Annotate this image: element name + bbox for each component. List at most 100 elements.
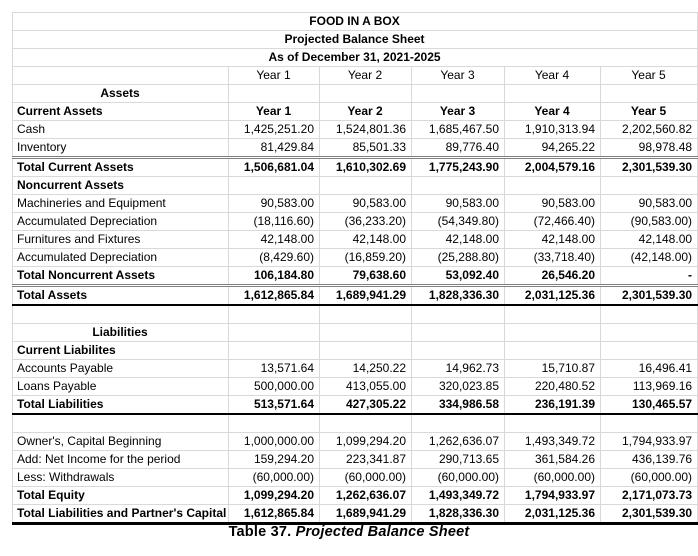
cell-year-2: 1,524,801.36 — [319, 120, 412, 139]
cell-year-1: 1,612,865.84 — [228, 504, 320, 525]
cell-year-1: 1,612,865.84 — [228, 284, 320, 306]
cell-year-4 — [504, 323, 601, 342]
cell-year-3 — [411, 176, 505, 195]
cell-year-4: 2,031,125.36 — [504, 504, 601, 525]
row-label: Add: Net Income for the period — [12, 450, 229, 469]
cell-year-1: 500,000.00 — [228, 377, 320, 396]
row-label: Total Liabilities — [12, 395, 229, 415]
row-label: Current Liabilites — [12, 341, 229, 360]
cell-year-3: 290,713.65 — [411, 450, 505, 469]
cell-year-4: Year 4 — [504, 102, 601, 121]
row-label: Total Assets — [12, 284, 229, 306]
cell-year-5 — [599, 323, 698, 342]
sheet-title-1: FOOD IN A BOX — [11, 12, 698, 31]
cell-year-4 — [504, 304, 601, 324]
cell-year-1 — [228, 413, 320, 433]
cell-year-5: 16,496.41 — [599, 359, 698, 378]
table-row: Less: Withdrawals (60,000.00) (60,000.00)(… — [12, 468, 698, 487]
row-label: Cash — [12, 120, 229, 139]
cell-year-3: 90,583.00 — [411, 194, 505, 213]
cell-year-5 — [599, 84, 698, 103]
cell-year-3: 1,493,349.72 — [411, 486, 505, 505]
cell-year-3: 14,962.73 — [411, 359, 505, 378]
cell-year-2: (16,859.20) — [319, 248, 412, 267]
cell-year-5: 2,171,073.73 — [599, 486, 698, 505]
sheet-title-row: Projected Balance Sheet — [11, 30, 698, 49]
row-label: Owner's, Capital Beginning — [12, 432, 229, 451]
cell-year-2: 14,250.22 — [319, 359, 412, 378]
cell-year-1: 1,425,251.20 — [228, 120, 320, 139]
cell-year-2 — [319, 323, 412, 342]
cell-year-1: 159,294.20 — [228, 450, 320, 469]
cell-year-5: - — [599, 266, 698, 286]
cell-year-1: 1,000,000.00 — [228, 432, 320, 451]
cell-year-3: 1,828,336.30 — [411, 504, 505, 525]
cell-year-1: (18,116.60) — [228, 212, 320, 231]
row-label: Accumulated Depreciation — [12, 248, 229, 267]
cell-year-2: 79,638.60 — [319, 266, 412, 286]
table-row: Total Assets 1,612,865.84 1,689,941.29 1,82… — [12, 284, 698, 306]
row-label: Less: Withdrawals — [12, 468, 229, 487]
cell-year-5: (90,583.00) — [599, 212, 698, 231]
cell-year-5: 2,301,539.30 — [599, 156, 698, 177]
cell-year-1: 13,571.64 — [228, 359, 320, 378]
table-row: Current Liabilites — [12, 341, 698, 360]
cell-year-4: 361,584.26 — [504, 450, 601, 469]
table-row: Total Liabilities and Partner's Capital 1… — [12, 504, 698, 525]
balance-sheet-table: FOOD IN A BOX Projected Balance Sheet As o… — [11, 12, 698, 525]
cell-year-3: (60,000.00) — [411, 468, 505, 487]
cell-year-2 — [319, 304, 412, 324]
cell-year-2: 85,501.33 — [319, 138, 412, 158]
table-row — [12, 413, 698, 433]
table-row: Total Current Assets 1,506,681.04 1,610,30… — [12, 156, 698, 177]
cell-year-5: 90,583.00 — [599, 194, 698, 213]
cell-year-4: 1,910,313.94 — [504, 120, 601, 139]
balance-sheet-region: FOOD IN A BOX Projected Balance Sheet As o… — [11, 12, 698, 525]
cell-year-1: 81,429.84 — [228, 138, 320, 158]
table-row: Accumulated Depreciation (8,429.60) (16,85… — [12, 248, 698, 267]
row-label: Accounts Payable — [12, 359, 229, 378]
cell-year-2: 42,148.00 — [319, 230, 412, 249]
table-row: Loans Payable 500,000.00 413,055.00 320,023… — [12, 377, 698, 396]
cell-year-3: (25,288.80) — [411, 248, 505, 267]
cell-year-2: 1,099,294.20 — [319, 432, 412, 451]
cell-year-2: 1,262,636.07 — [319, 486, 412, 505]
table-row — [12, 304, 698, 324]
cell-year-3 — [411, 413, 505, 433]
cell-year-4 — [504, 176, 601, 195]
row-label: Current Assets — [12, 102, 229, 121]
cell-year-2: 90,583.00 — [319, 194, 412, 213]
cell-year-3: 53,092.40 — [411, 266, 505, 286]
cell-year-4: 220,480.52 — [504, 377, 601, 396]
cell-year-2: Year 2 — [319, 102, 412, 121]
table-row: Owner's, Capital Beginning 1,000,000.00 1,… — [12, 432, 698, 451]
row-label: Liabilities — [12, 323, 229, 342]
cell-year-4 — [504, 413, 601, 433]
sheet-title-2: Projected Balance Sheet — [11, 30, 698, 49]
cell-year-5: 98,978.48 — [599, 138, 698, 158]
cell-year-1: Year 1 — [228, 66, 320, 85]
cell-year-5: (42,148.00) — [599, 248, 698, 267]
row-label — [12, 304, 229, 324]
cell-year-3 — [411, 341, 505, 360]
cell-year-4: 26,546.20 — [504, 266, 601, 286]
table-row: Liabilities — [12, 323, 698, 342]
cell-year-5: 2,301,539.30 — [599, 284, 698, 306]
cell-year-3: Year 3 — [411, 102, 505, 121]
cell-year-5: 436,139.76 — [599, 450, 698, 469]
cell-year-2 — [319, 413, 412, 433]
cell-year-5: 1,794,933.97 — [599, 432, 698, 451]
table-row: Cash 1,425,251.20 1,524,801.36 1,685,467.50… — [12, 120, 698, 139]
cell-year-3: 42,148.00 — [411, 230, 505, 249]
cell-year-3 — [411, 304, 505, 324]
table-row: Accumulated Depreciation (18,116.60) (36,2… — [12, 212, 698, 231]
cell-year-4: Year 4 — [504, 66, 601, 85]
cell-year-3: Year 3 — [411, 66, 505, 85]
balance-sheet-body: FOOD IN A BOX Projected Balance Sheet As o… — [11, 12, 698, 525]
cell-year-5 — [599, 341, 698, 360]
cell-year-1: 1,099,294.20 — [228, 486, 320, 505]
table-row: Total Noncurrent Assets 106,184.80 79,638.… — [12, 266, 698, 286]
cell-year-5: 42,148.00 — [599, 230, 698, 249]
cell-year-1 — [228, 341, 320, 360]
cell-year-2: 413,055.00 — [319, 377, 412, 396]
